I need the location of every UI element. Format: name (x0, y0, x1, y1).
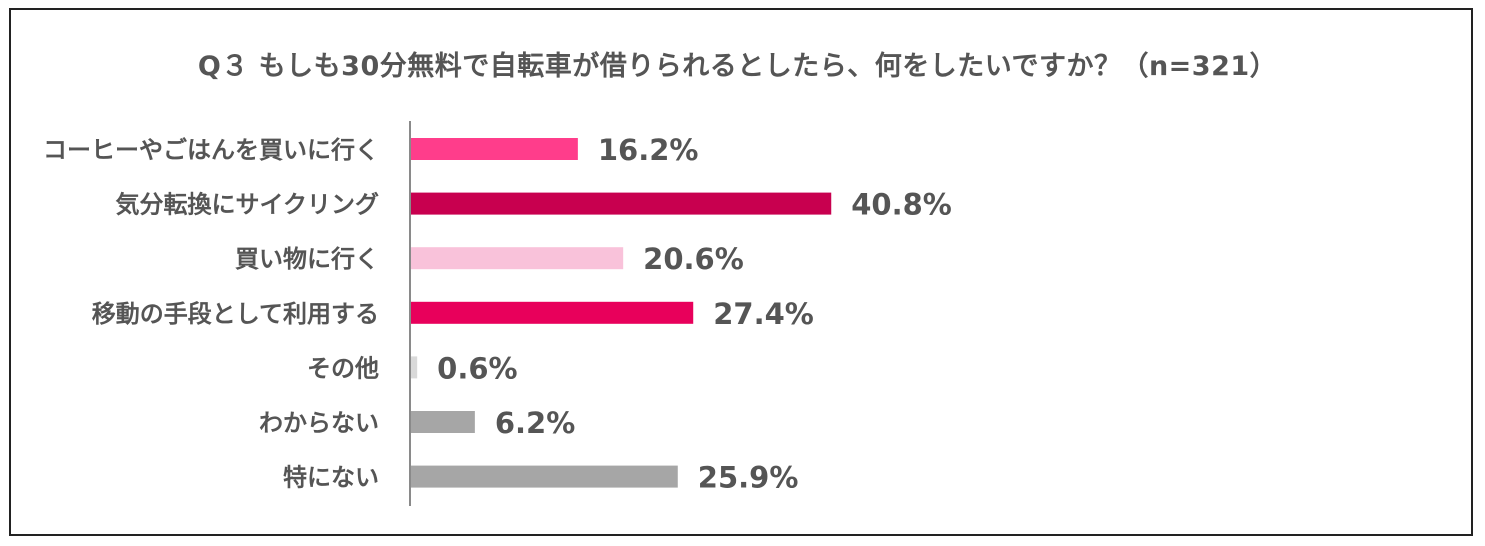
category-label: わからない (259, 409, 379, 437)
chart-title: Q３ もしも30分無料で自転車が借りられるとしたら、何をしたいですか？（n=32… (197, 51, 1278, 82)
category-label: 買い物に行く (235, 245, 379, 273)
value-label: 25.9% (698, 461, 799, 495)
category-label: 特にない (283, 464, 379, 492)
category-label: 気分転換にサイクリング (115, 191, 379, 219)
category-label: コーヒーやごはんを買いに行く (43, 136, 379, 164)
bar (411, 465, 678, 488)
value-label: 40.8% (851, 188, 952, 222)
value-label: 16.2% (598, 133, 699, 167)
bars-group: コーヒーやごはんを買いに行く 16.2% 気分転換にサイクリング 40.8% 買い物に行… (43, 133, 952, 495)
value-label: 20.6% (643, 242, 744, 276)
value-label: 27.4% (713, 297, 814, 331)
bar (411, 192, 832, 215)
bar (411, 247, 624, 270)
value-label: 0.6% (437, 351, 517, 385)
value-label: 6.2% (495, 406, 575, 440)
category-label: その他 (307, 354, 379, 382)
bar (411, 138, 578, 160)
category-label: 移動の手段として利用する (92, 300, 379, 328)
bar (411, 356, 418, 379)
chart-frame (9, 8, 1473, 536)
bar (411, 301, 694, 324)
bar (411, 411, 475, 433)
